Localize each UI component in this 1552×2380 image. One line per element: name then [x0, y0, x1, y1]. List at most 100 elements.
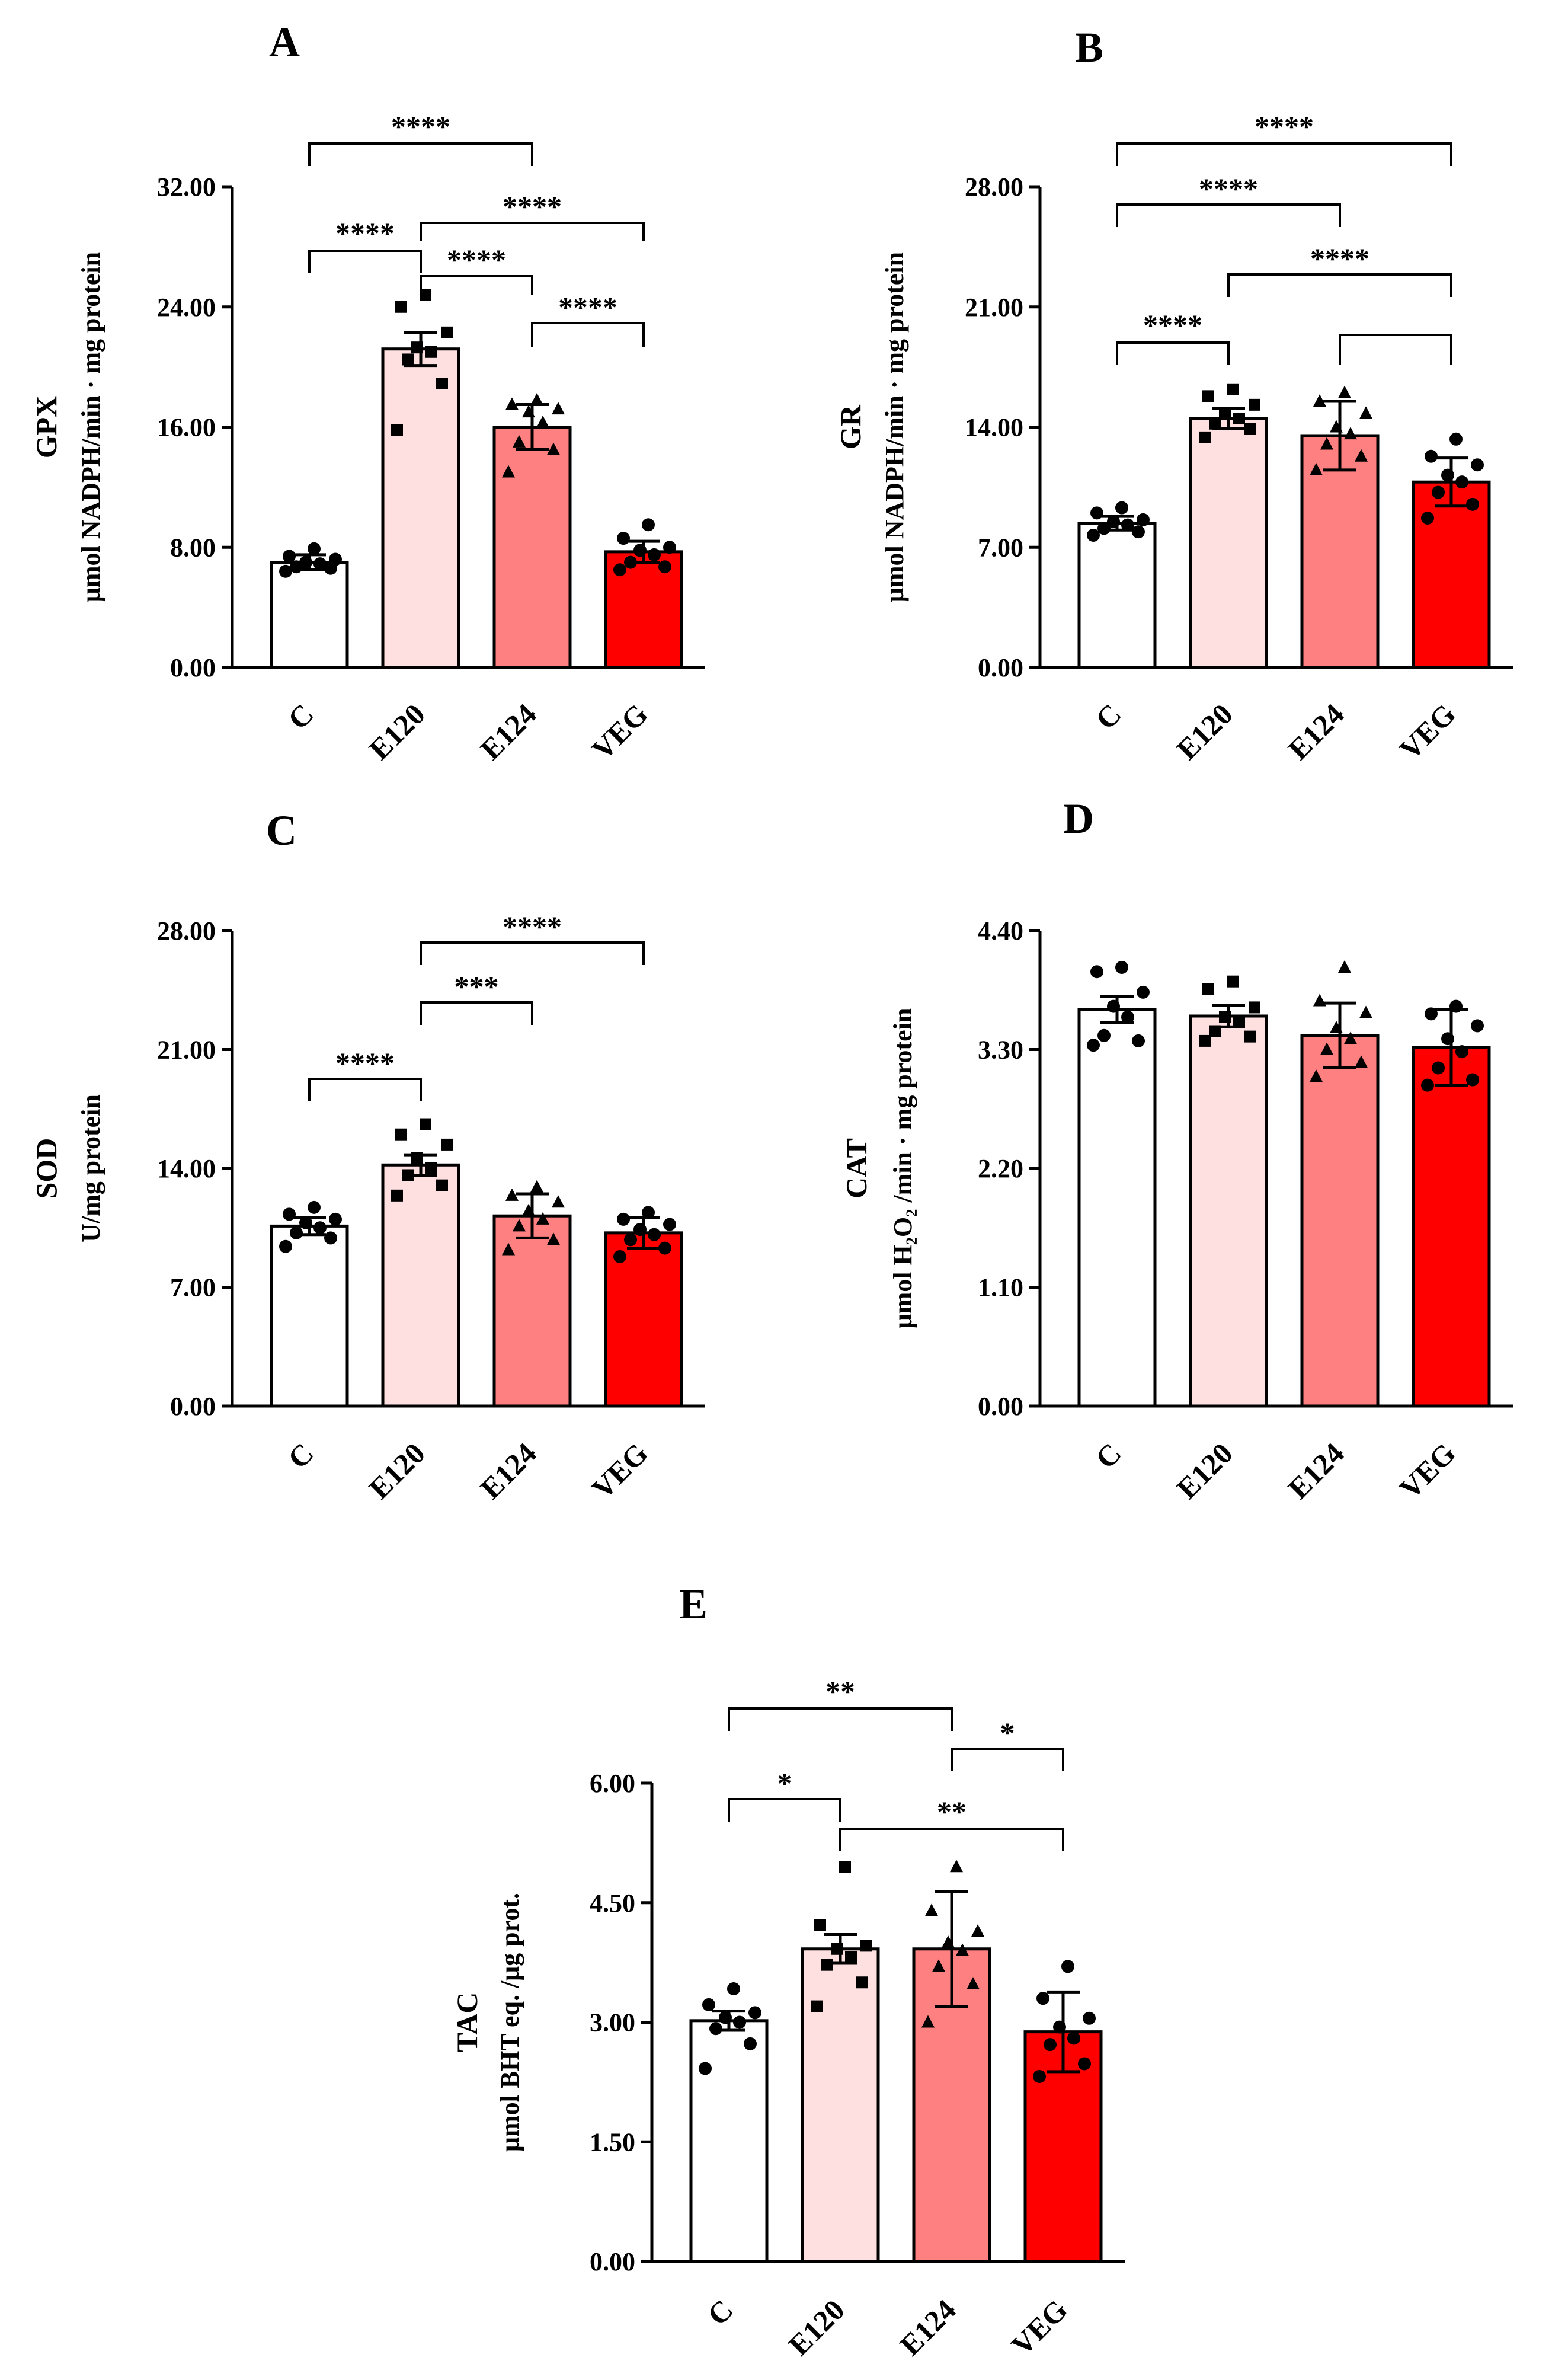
- panel-a-tick-label: 16.00: [157, 413, 216, 442]
- panel-a-letter: A: [269, 18, 300, 66]
- panel-e-bar-c: [689, 2019, 769, 2263]
- panel-c-data-point: [502, 1242, 515, 1256]
- panel-c-data-point: [547, 1232, 560, 1245]
- panel-a-significance-label: ****: [391, 110, 450, 143]
- panel-b-significance-bracket: [1227, 273, 1452, 297]
- panel-e-significance-bracket: [951, 1748, 1064, 1771]
- panel-e-data-point: [950, 1860, 963, 1873]
- panel-d-data-point: [1421, 1078, 1434, 1092]
- panel-c-data-point: [395, 1128, 407, 1141]
- panel-b-data-point: [1338, 385, 1351, 398]
- panel-c-bar-e120: [381, 1163, 460, 1408]
- panel-e-significance-label: **: [937, 1795, 967, 1828]
- panel-a-ylabel: GPX: [30, 396, 63, 459]
- panel-b-data-point: [1233, 413, 1245, 425]
- panel-c-data-point: [633, 1223, 647, 1237]
- panel-e-data-point: [1061, 1960, 1074, 1973]
- panel-b-tick-label: 14.00: [965, 413, 1023, 442]
- panel-e-data-point: [1083, 2011, 1096, 2025]
- panel-e-data-point: [932, 1959, 945, 1972]
- panel-e-data-point: [748, 2006, 761, 2020]
- panel-c-significance-bracket: [308, 1078, 422, 1101]
- panel-b-data-point: [1097, 522, 1111, 535]
- panel-c-significance-label: ****: [335, 1046, 395, 1079]
- panel-b-bar-e120: [1189, 417, 1268, 669]
- panel-b-ylabel: GR: [834, 404, 867, 449]
- panel-a-data-point: [530, 392, 543, 405]
- panel-a-bar-c: [270, 561, 349, 669]
- panel-d-ylabel: CAT: [840, 1138, 873, 1199]
- panel-b-significance-bracket: [1116, 341, 1230, 365]
- panel-a-data-point: [425, 346, 437, 358]
- panel-c-tick-label: 21.00: [157, 1036, 216, 1065]
- panel-a-tick-label: 8.00: [170, 533, 216, 562]
- panel-a-data-point: [642, 518, 655, 532]
- panel-e-data-point: [733, 2015, 746, 2029]
- panel-b-data-point: [1219, 407, 1231, 420]
- panel-d-data-point: [1097, 1028, 1111, 1042]
- panel-d-data-point: [1441, 1032, 1454, 1046]
- panel-e-significance-bracket: [728, 1707, 953, 1731]
- panel-b-data-point: [1087, 528, 1100, 542]
- panel-d-data-point: [1090, 965, 1103, 979]
- panel-a-data-point: [441, 326, 453, 338]
- panel-a-data-point: [283, 550, 296, 563]
- panel-c-tick-label: 0.00: [170, 1392, 216, 1421]
- panel-d-data-point: [1425, 1007, 1438, 1021]
- panel-a-data-point: [420, 289, 431, 301]
- panel-d-data-point: [1199, 1034, 1211, 1047]
- panel-b-significance-bracket: [1339, 334, 1452, 365]
- panel-e-data-point: [811, 2000, 823, 2012]
- panel-a-data-point: [536, 415, 549, 428]
- panel-a-data-point: [436, 378, 448, 390]
- panel-b-significance-label: ****: [1310, 242, 1369, 275]
- panel-b-data-point: [1432, 485, 1445, 499]
- panel-e-data-point: [1078, 2057, 1091, 2071]
- panel-e-data-point: [814, 1919, 826, 1931]
- panel-d-data-point: [1137, 985, 1150, 999]
- panel-d-data-point: [1466, 1073, 1479, 1087]
- panel-d-data-point: [1107, 999, 1120, 1013]
- panel-c-tick-label: 7.00: [170, 1273, 216, 1302]
- panel-d-data-point: [1313, 993, 1326, 1007]
- panel-d-data-point: [1209, 1025, 1221, 1037]
- panel-c-data-point: [648, 1228, 661, 1241]
- panel-e-ylabel-units: μmol BHT eq. /μg prot.: [495, 1893, 524, 2152]
- panel-a-data-point: [391, 424, 403, 436]
- panel-c-data-point: [552, 1195, 565, 1208]
- panel-a-data-point: [313, 557, 327, 571]
- panel-b-ylabel-units: μmol NADPH/min · mg protein: [880, 252, 909, 602]
- panel-b-data-point: [1466, 497, 1479, 511]
- panel-b-data-point: [1209, 417, 1221, 430]
- panel-c-data-point: [536, 1212, 549, 1225]
- panel-e-data-point: [831, 1943, 843, 1955]
- panel-d-data-point: [1227, 975, 1239, 988]
- panel-a-tick-label: 32.00: [157, 172, 216, 202]
- panel-b-data-point: [1137, 513, 1150, 526]
- panel-a-data-point: [513, 435, 526, 448]
- panel-c-data-point: [530, 1180, 543, 1193]
- panel-c-bar-c: [270, 1224, 349, 1408]
- panel-a-data-point: [663, 541, 676, 554]
- panel-e-data-point: [1036, 1992, 1049, 2005]
- panel-b-letter: B: [1075, 24, 1103, 71]
- panel-c-data-point: [658, 1241, 671, 1255]
- panel-d-data-point: [1432, 1061, 1445, 1075]
- panel-d-letter: D: [1063, 795, 1094, 842]
- panel-e-significance-label: *: [777, 1766, 792, 1800]
- panel-a-data-point: [505, 397, 519, 410]
- panel-d-data-point: [1455, 1045, 1468, 1059]
- panel-c-significance-bracket: [420, 941, 645, 965]
- panel-b-data-point: [1320, 437, 1333, 450]
- panel-b-data-point: [1202, 390, 1214, 402]
- panel-b-significance-label: ****: [1255, 110, 1314, 143]
- panel-d-data-point: [1330, 1021, 1343, 1034]
- panel-a-data-point: [658, 560, 671, 574]
- panel-e-significance-label: **: [825, 1675, 855, 1708]
- panel-a-data-point: [552, 402, 565, 415]
- panel-c-tick-label: 28.00: [157, 916, 216, 945]
- panel-a-data-point: [633, 544, 647, 557]
- panel-e-tick-label: 6.00: [590, 1769, 635, 1798]
- panel-a-bar-e124: [492, 426, 572, 669]
- panel-c-data-point: [329, 1212, 342, 1226]
